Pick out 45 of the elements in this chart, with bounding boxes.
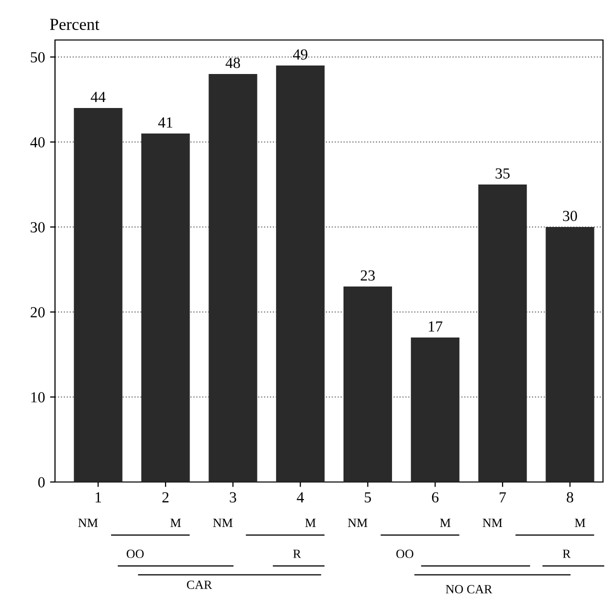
x-tick-label: 5 xyxy=(364,492,371,502)
data-label: 23 xyxy=(360,270,375,281)
bar xyxy=(208,74,258,482)
text: CAR xyxy=(186,580,212,589)
text: M xyxy=(574,518,586,527)
data-label: 17 xyxy=(428,321,442,332)
y-tick-label: 50 xyxy=(30,52,45,62)
x-tick-label: 8 xyxy=(566,492,574,502)
data-label: 48 xyxy=(226,58,240,68)
text: R xyxy=(562,550,571,558)
text: NM xyxy=(213,518,233,527)
bar xyxy=(276,66,325,482)
bar xyxy=(141,134,190,482)
data-label: 41 xyxy=(158,117,172,128)
text: M xyxy=(170,518,181,527)
bar xyxy=(478,184,527,482)
text: M xyxy=(440,518,450,527)
bar xyxy=(546,227,594,482)
text: NM xyxy=(78,518,98,527)
y-axis-title: Percent xyxy=(50,18,100,30)
x-tick-label: 6 xyxy=(432,492,439,502)
x-tick-label: 2 xyxy=(162,492,169,502)
bar xyxy=(410,338,460,482)
text: NM xyxy=(348,518,368,527)
data-label: 44 xyxy=(90,92,106,102)
y-tick-label: 0 xyxy=(38,477,45,488)
y-tick-label: 10 xyxy=(31,392,45,402)
text: OO xyxy=(396,550,414,558)
text: NO CAR xyxy=(446,585,492,594)
x-tick-label: 1 xyxy=(96,492,102,502)
x-tick-label: 3 xyxy=(230,492,236,502)
text: R xyxy=(293,550,302,558)
text: OO xyxy=(126,550,144,558)
x-tick-label: 7 xyxy=(500,492,506,502)
y-tick-label: 40 xyxy=(30,137,45,148)
y-tick-label: 30 xyxy=(30,222,45,232)
data-label: 30 xyxy=(563,210,578,222)
bar xyxy=(74,108,122,482)
text: M xyxy=(305,518,316,527)
data-label: 49 xyxy=(293,49,308,60)
text: NM xyxy=(482,518,502,527)
y-tick-label: 20 xyxy=(30,307,45,318)
x-tick-label: 4 xyxy=(296,492,304,502)
bar xyxy=(343,286,392,482)
data-label: 35 xyxy=(496,168,510,179)
